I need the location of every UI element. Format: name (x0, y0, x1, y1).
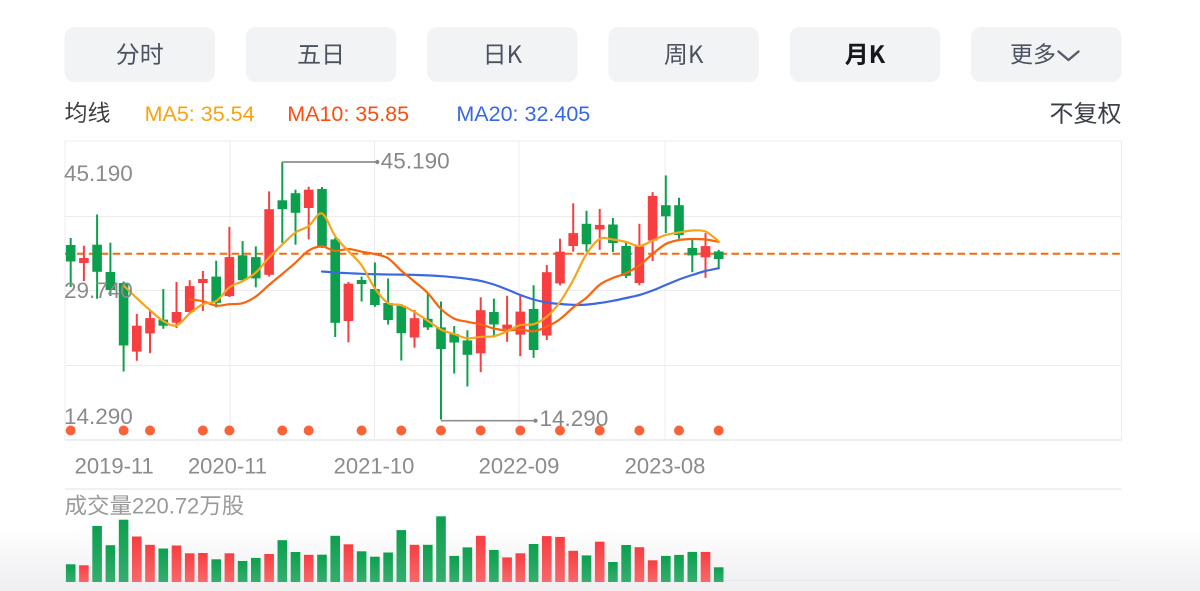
svg-text:2023-08: 2023-08 (625, 454, 706, 479)
svg-text:2019-11: 2019-11 (75, 454, 154, 479)
svg-text:220.72: 220.72 (132, 494, 199, 519)
svg-text:MA10: 35.85: MA10: 35.85 (287, 102, 409, 126)
svg-text:2022-09: 2022-09 (479, 454, 560, 479)
svg-text:2021-10: 2021-10 (334, 454, 415, 479)
svg-text:MA5: 35.54: MA5: 35.54 (145, 102, 255, 126)
svg-text:29.740: 29.740 (64, 278, 133, 303)
svg-text:45.190: 45.190 (381, 149, 450, 174)
svg-text:2020-11: 2020-11 (188, 454, 267, 479)
svg-text:14.290: 14.290 (64, 404, 133, 429)
svg-text:MA20: 32.405: MA20: 32.405 (456, 102, 590, 126)
svg-text:45.190: 45.190 (64, 161, 133, 186)
